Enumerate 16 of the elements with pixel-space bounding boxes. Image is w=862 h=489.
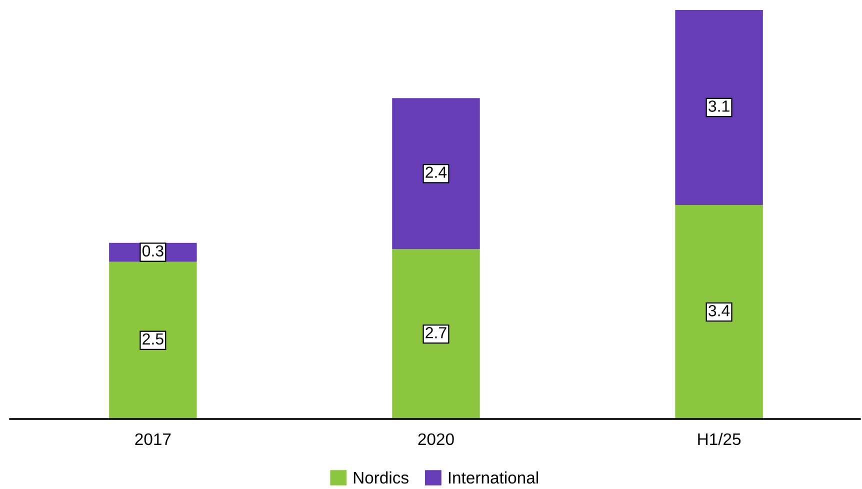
legend-label: Nordics: [354, 471, 408, 484]
data-label: 0.3: [142, 245, 164, 257]
bar: [392, 98, 480, 250]
data-label: 3.1: [708, 100, 730, 112]
bar: [392, 249, 480, 419]
legend-label: International: [448, 471, 538, 484]
data-label: 2.4: [426, 166, 447, 178]
bar: [109, 262, 197, 419]
data-label: 2.7: [426, 327, 446, 338]
data-label: 3.4: [708, 305, 730, 316]
x-tick-label: 2020: [418, 433, 454, 446]
x-tick-label: H1/25: [698, 432, 741, 446]
data-label: 2.5: [142, 333, 164, 345]
bar: [675, 10, 763, 206]
x-tick-label: 2017: [135, 433, 171, 446]
bar: [675, 205, 763, 419]
